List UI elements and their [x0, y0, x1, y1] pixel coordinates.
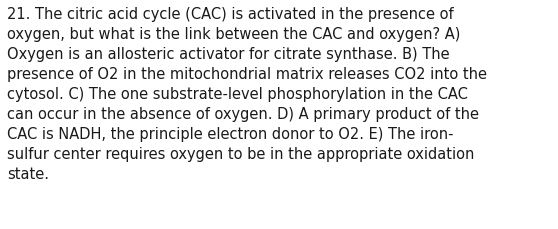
Text: 21. The citric acid cycle (CAC) is activated in the presence of
oxygen, but what: 21. The citric acid cycle (CAC) is activ… [7, 7, 487, 181]
